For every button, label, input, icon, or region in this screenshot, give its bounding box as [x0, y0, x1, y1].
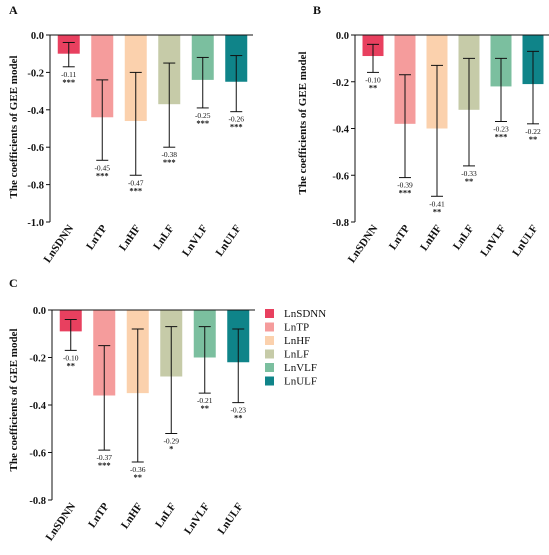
y-tick-label: -0.2 [332, 78, 349, 89]
significance-label: ** [369, 82, 378, 92]
significance-label: ** [433, 206, 442, 216]
y-tick-label: -0.6 [29, 449, 46, 460]
significance-label: * [169, 444, 173, 454]
y-tick-label: 0.0 [33, 306, 46, 317]
bar-lntp [91, 35, 114, 118]
significance-label: *** [399, 188, 412, 198]
panel-letter: C [9, 276, 18, 290]
legend-label: LnSDNN [284, 308, 326, 320]
legend-label: LnULF [284, 376, 317, 388]
y-axis-label: The coefficients of GEE model [8, 329, 20, 472]
value-label: -0.11 [61, 70, 77, 79]
value-label: -0.26 [228, 115, 244, 124]
legend-label: LnLF [284, 349, 309, 361]
value-label: -0.21 [197, 396, 213, 405]
significance-label: ** [67, 360, 76, 370]
x-category-label: LnVLF [180, 223, 210, 259]
x-category-label: LnVLF [182, 501, 212, 537]
y-tick-label: 0.0 [31, 31, 44, 42]
y-tick-label: -0.4 [29, 401, 46, 412]
y-tick-label: -0.2 [29, 354, 46, 365]
significance-label: *** [495, 131, 508, 141]
panel-b: B The coefficients of GEE model 0.0 -0.2 -0.… [297, 3, 549, 265]
value-label: -0.47 [128, 178, 144, 187]
legend-swatch [265, 363, 274, 372]
y-tick-label: -0.8 [332, 218, 349, 229]
y-tick-label: -0.4 [27, 106, 44, 117]
y-tick-label: -0.2 [27, 68, 44, 79]
value-label: -0.39 [397, 181, 413, 190]
x-category-label: LnULF [510, 223, 540, 259]
significance-label: *** [96, 170, 109, 180]
value-label: -0.29 [163, 437, 179, 446]
y-tick-label: -1.0 [27, 218, 44, 229]
y-tick-label: -0.6 [332, 171, 349, 182]
x-category-label: LnLF [153, 501, 179, 531]
y-tick-label: 0.0 [336, 31, 349, 42]
legend-swatch [265, 376, 274, 386]
value-label: -0.37 [96, 453, 112, 462]
y-tick-label: -0.4 [332, 125, 349, 136]
y-tick-label: -0.8 [29, 496, 46, 507]
x-category-label: LnULF [216, 501, 246, 537]
legend-swatch [265, 309, 274, 318]
x-category-label: LnULF [214, 223, 244, 259]
significance-label: ** [134, 472, 143, 482]
legend-label: LnHF [284, 335, 310, 347]
panel-letter: A [9, 3, 18, 17]
y-tick-label: -0.6 [27, 143, 44, 154]
x-category-label: LnVLF [478, 223, 508, 259]
value-label: -0.23 [493, 124, 509, 133]
panel-c: C The coefficients of GEE model 0.0 -0.2 -0.… [8, 276, 255, 543]
legend-swatch [265, 322, 274, 332]
x-category-label: LnLF [451, 223, 477, 253]
y-axis-label: The coefficients of GEE model [297, 52, 309, 195]
value-label: -0.45 [94, 163, 110, 172]
significance-label: *** [196, 118, 209, 128]
value-label: -0.10 [63, 353, 79, 362]
panel-letter: B [313, 3, 321, 17]
significance-label: ** [465, 176, 474, 186]
significance-label: ** [234, 413, 243, 423]
x-category-label: LnTP [387, 223, 413, 253]
value-label: -0.10 [365, 75, 381, 84]
x-category-label: LnTP [84, 223, 110, 253]
y-axis-label: The coefficients of GEE model [8, 56, 20, 199]
value-label: -0.25 [195, 111, 211, 120]
x-category-label: LnSDNN [346, 223, 381, 265]
x-category-label: LnHF [418, 223, 444, 254]
value-label: -0.33 [461, 169, 477, 178]
x-category-label: LnSDNN [43, 501, 78, 543]
legend-swatch [265, 336, 274, 345]
significance-label: *** [163, 157, 176, 167]
legend-label: LnTP [284, 322, 309, 334]
value-label: -0.23 [230, 406, 246, 415]
value-label: -0.22 [525, 127, 541, 136]
x-category-label: LnLF [151, 223, 177, 253]
significance-label: ** [201, 403, 210, 413]
value-label: -0.38 [161, 150, 177, 159]
significance-label: *** [62, 77, 75, 87]
significance-label: ** [529, 134, 538, 144]
value-label: -0.36 [130, 465, 146, 474]
panel-a: A The coefficients of GEE model 0.0 -0.2 -0.… [8, 3, 253, 265]
x-category-label: LnTP [86, 501, 112, 531]
legend-swatch [265, 349, 274, 359]
value-label: -0.41 [429, 199, 445, 208]
x-category-label: LnHF [117, 223, 143, 254]
x-category-label: LnSDNN [41, 223, 76, 265]
y-tick-label: -0.8 [27, 181, 44, 192]
legend-label: LnVLF [284, 362, 317, 374]
x-category-label: LnHF [119, 501, 145, 532]
significance-label: *** [129, 185, 142, 195]
significance-label: *** [230, 122, 243, 132]
significance-label: *** [98, 460, 111, 470]
